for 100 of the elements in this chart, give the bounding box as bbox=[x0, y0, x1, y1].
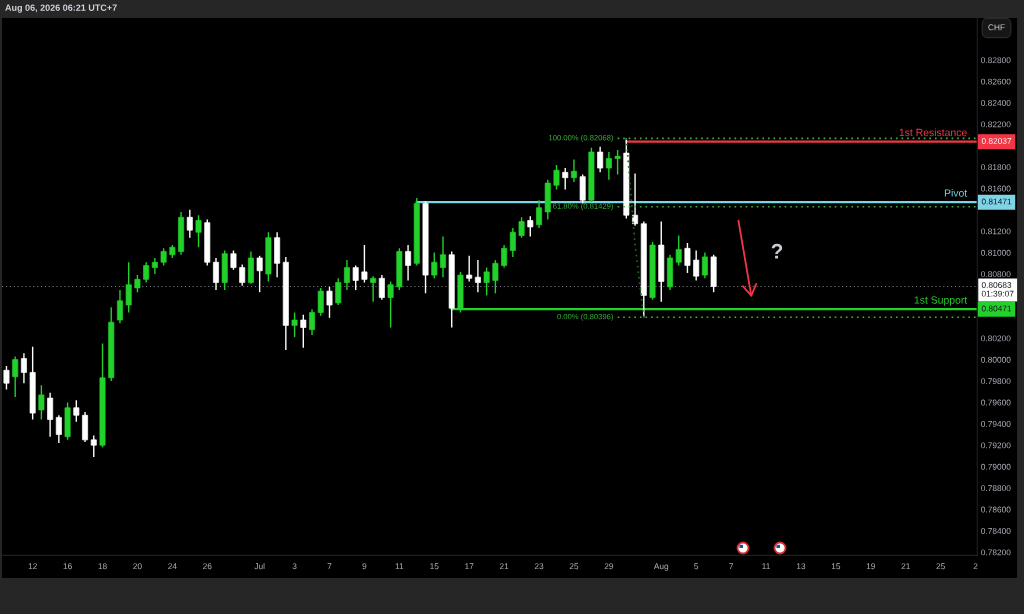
series-label: 1st Resistance bbox=[899, 128, 967, 137]
x-tick-label: Aug bbox=[653, 563, 669, 571]
candlestick bbox=[352, 264, 359, 291]
candlestick bbox=[553, 164, 560, 191]
y-tick-label: 0.78400 bbox=[981, 527, 1011, 534]
y-tick-label: 0.80000 bbox=[981, 356, 1011, 363]
candlestick bbox=[3, 365, 10, 391]
x-tick-label: 15 bbox=[430, 563, 439, 570]
y-tick-label: 0.81200 bbox=[981, 228, 1011, 235]
data-label: 0.82037 bbox=[981, 138, 1012, 144]
y-tick-label: 0.82800 bbox=[981, 57, 1011, 64]
y-tick-label: 0.78800 bbox=[981, 485, 1011, 492]
candlestick bbox=[518, 216, 525, 239]
chart-title: Aug 06, 2026 06:21 UTC+7 bbox=[5, 4, 117, 13]
x-tick-label: 18 bbox=[98, 563, 107, 570]
x-tick-label: 7 bbox=[327, 563, 332, 570]
y-tick-label: 0.79800 bbox=[981, 378, 1011, 385]
candlestick bbox=[361, 244, 368, 284]
candlestick bbox=[501, 244, 508, 269]
y-tick-label: 0.79200 bbox=[981, 442, 1011, 449]
x-tick-label: 21 bbox=[901, 563, 910, 570]
y-tick-label: 0.81600 bbox=[981, 185, 1011, 192]
x-tick-label: 20 bbox=[133, 563, 142, 570]
candlestick bbox=[335, 277, 342, 306]
y-tick-label: 0.79400 bbox=[981, 421, 1011, 427]
y-tick-label: 0.82400 bbox=[981, 100, 1011, 106]
candlestick bbox=[143, 261, 150, 284]
y-axis-title: CHF bbox=[988, 24, 1005, 31]
x-tick-label: 3 bbox=[292, 563, 297, 570]
candlestick bbox=[474, 259, 481, 293]
data-label: 0.80471 bbox=[981, 305, 1012, 312]
candlestick bbox=[20, 352, 27, 384]
candlestick bbox=[309, 308, 315, 336]
candlestick bbox=[675, 234, 682, 267]
candlestick bbox=[230, 249, 237, 271]
candlestick bbox=[509, 227, 516, 258]
candlestick bbox=[186, 209, 193, 239]
candlestick bbox=[55, 414, 62, 444]
x-tick-label: Jul bbox=[254, 563, 265, 570]
y-tick-label: 0.80200 bbox=[981, 335, 1011, 342]
y-tick-label: 0.79600 bbox=[981, 399, 1011, 406]
x-tick-label: 5 bbox=[694, 563, 699, 570]
candlestick bbox=[483, 266, 490, 297]
y-tick-label: 0.78600 bbox=[981, 506, 1011, 513]
candlestick bbox=[90, 434, 97, 458]
candlestick bbox=[440, 235, 446, 278]
candlestick bbox=[256, 255, 263, 293]
candlestick bbox=[125, 261, 132, 314]
candlestick bbox=[38, 384, 45, 421]
x-tick-label: 29 bbox=[604, 563, 614, 570]
candlestick bbox=[562, 167, 569, 191]
y-tick-label: 0.82600 bbox=[981, 78, 1011, 85]
x-tick-label: 25 bbox=[569, 563, 579, 570]
candlestick bbox=[536, 199, 542, 229]
candlestick bbox=[317, 287, 324, 317]
candlestick bbox=[195, 214, 202, 248]
ref-line-label: 0.80683 01:39:07 bbox=[981, 282, 1014, 297]
candlestick bbox=[579, 173, 586, 205]
candlestick bbox=[527, 215, 534, 238]
candlestick bbox=[387, 280, 394, 329]
y-tick-label: 0.78200 bbox=[981, 549, 1011, 556]
candlestick bbox=[605, 151, 612, 181]
candlestick bbox=[151, 257, 158, 275]
candlestick bbox=[12, 355, 19, 398]
x-tick-label: 7 bbox=[729, 563, 733, 570]
candlestick bbox=[291, 311, 298, 338]
candlestick bbox=[597, 145, 604, 174]
x-tick-label: 15 bbox=[831, 563, 841, 570]
candlestick bbox=[73, 399, 80, 423]
x-tick-label: 2 bbox=[973, 563, 978, 570]
annotation: ? bbox=[771, 243, 783, 259]
candlestick bbox=[405, 244, 412, 282]
x-tick-label: 21 bbox=[499, 563, 509, 570]
x-tick-label: 17 bbox=[465, 563, 474, 570]
candlestick bbox=[466, 255, 473, 283]
candlestick bbox=[47, 392, 54, 438]
x-tick-label: 24 bbox=[168, 563, 177, 570]
candlestick bbox=[684, 242, 691, 274]
x-tick-label: 9 bbox=[362, 563, 367, 570]
candlestick bbox=[300, 313, 307, 349]
candlestick bbox=[431, 251, 438, 279]
y-tick-label: 0.80800 bbox=[981, 271, 1011, 278]
x-tick-label: 11 bbox=[762, 563, 770, 570]
series-label: 1st Support bbox=[914, 296, 968, 306]
x-tick-label: 19 bbox=[866, 563, 876, 570]
candlestick bbox=[213, 257, 219, 291]
data-label: 0.81471 bbox=[981, 198, 1012, 205]
candlestick bbox=[326, 286, 333, 319]
candlestick bbox=[116, 289, 123, 324]
candlestick bbox=[614, 149, 621, 176]
y-tick-label: 0.81800 bbox=[981, 164, 1011, 171]
y-tick-label: 0.81000 bbox=[981, 249, 1011, 256]
x-tick-label: 25 bbox=[936, 563, 945, 570]
candlestick bbox=[492, 259, 499, 294]
candlestick bbox=[693, 249, 700, 282]
candlestick bbox=[370, 275, 377, 303]
x-tick-label: 11 bbox=[395, 563, 404, 570]
candlestick bbox=[570, 158, 577, 183]
candlestick bbox=[701, 251, 708, 279]
x-tick-label: 26 bbox=[203, 563, 212, 570]
